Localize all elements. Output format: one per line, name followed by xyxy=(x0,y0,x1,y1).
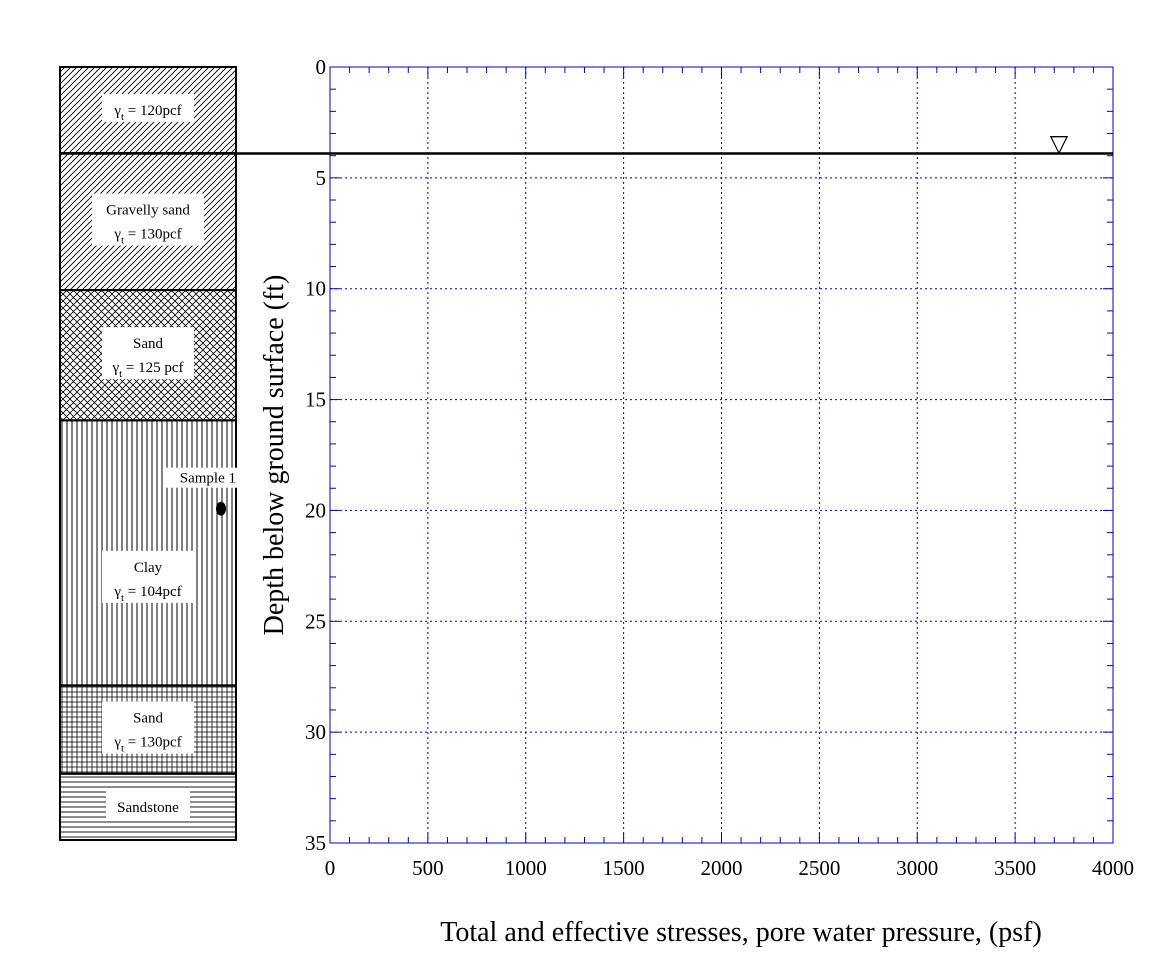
soil-layer-unit-weight: γt = 104pcf xyxy=(113,584,181,604)
soil-layer-label-bg xyxy=(102,327,194,380)
soil-layer-name: Gravelly sand xyxy=(106,203,190,219)
y-tick-label: 30 xyxy=(305,720,326,744)
x-axis-title: Total and effective stresses, pore water… xyxy=(440,917,1042,948)
x-tick-label: 3500 xyxy=(994,856,1036,880)
sample-label: Sample 1 xyxy=(180,471,236,487)
soil-layer-name: Sand xyxy=(133,336,164,352)
y-tick-label: 5 xyxy=(316,166,327,190)
soil-profile: γt = 120pcf Gravelly sand γt = 130pcf Sand γ… xyxy=(59,66,238,841)
soil-layer: Sand γt = 130pcf xyxy=(59,684,237,775)
x-tick-label: 3000 xyxy=(896,856,938,880)
x-tick-label: 1000 xyxy=(505,856,547,880)
x-tick-label: 500 xyxy=(412,856,444,880)
soil-layer-label-bg xyxy=(102,701,194,754)
y-tick-label: 15 xyxy=(305,388,326,412)
y-tick-label: 20 xyxy=(305,498,326,522)
x-tick-label: 4000 xyxy=(1092,856,1134,880)
soil-layer-unit-weight: γt = 125 pcf xyxy=(111,360,183,380)
y-tick-labels: 0 5 10 15 20 25 30 35 xyxy=(305,55,326,855)
y-tick-label: 10 xyxy=(305,277,326,301)
x-tick-labels: 0 500 1000 1500 2000 2500 3000 3500 4000 xyxy=(325,856,1134,880)
sample-label-bg xyxy=(166,467,238,488)
x-tick-label: 2000 xyxy=(701,856,743,880)
soil-layer-label-bg xyxy=(92,193,204,246)
soil-layer-name: Sandstone xyxy=(117,800,179,816)
grid-lines xyxy=(330,67,1113,843)
y-tick-label: 25 xyxy=(305,609,326,633)
soil-layer-name: Clay xyxy=(134,560,163,576)
x-tick-label: 0 xyxy=(325,856,336,880)
sample-dot xyxy=(216,501,226,516)
soil-layer: Sand γt = 125 pcf xyxy=(59,289,237,422)
soil-layer-label-bg xyxy=(102,94,194,123)
y-tick-label: 0 xyxy=(316,55,327,79)
soil-layer-unit-weight: γt = 130pcf xyxy=(113,227,181,247)
soil-layer-unit-weight: γt = 120pcf xyxy=(113,103,181,123)
soil-layer-unit-weight: γt = 130pcf xyxy=(113,735,181,755)
soil-layer: Gravelly sand γt = 130pcf xyxy=(59,152,237,292)
stress-plot: 0 500 1000 1500 2000 2500 3000 3500 4000 0 5 10 15 2… xyxy=(60,55,1134,948)
water-table: ▽ xyxy=(60,129,1113,157)
soil-layer: Sandstone xyxy=(59,772,237,841)
x-tick-label: 2500 xyxy=(798,856,840,880)
plot-frame xyxy=(329,66,1114,844)
soil-layer-label-bg xyxy=(102,550,194,603)
soil-layer-label-bg xyxy=(106,790,190,819)
soil-layer: Clay γt = 104pcf xyxy=(59,419,237,687)
soil-layer-name: Sand xyxy=(133,711,164,727)
x-tick-label: 1500 xyxy=(603,856,645,880)
sample-marker: Sample 1 xyxy=(166,467,238,516)
water-table-symbol: ▽ xyxy=(1050,129,1069,157)
y-axis-title: Depth below ground surface (ft) xyxy=(259,275,290,636)
y-tick-label: 35 xyxy=(305,831,326,855)
soil-layer: γt = 120pcf xyxy=(59,66,237,155)
